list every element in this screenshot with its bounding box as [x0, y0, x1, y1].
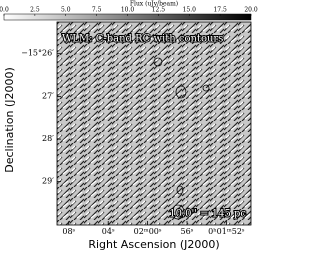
colorbar-tick-label: 0.0: [0, 7, 9, 14]
chart: Flux (uJy/beam) WLM: C-band RC with cont…: [0, 1, 258, 252]
x-tick-label: 08ˢ: [62, 227, 75, 236]
x-tick-label: 02ᵐ00ˢ: [134, 227, 162, 236]
y-axis-label: Declination (J2000): [3, 67, 16, 173]
y-tick-label: −15°26′: [21, 49, 54, 58]
image: [56, 21, 252, 226]
x-tick-label: 0ʰ01ᵐ52ˢ: [208, 227, 245, 236]
x-tick-label: 04ˢ: [102, 227, 115, 236]
colorbar-tick-label: 15.0: [183, 7, 197, 14]
y-tick-label: 28′: [42, 134, 54, 143]
colorbar-tick-label: 12.5: [152, 7, 166, 14]
x-tick-label: 56ˢ: [181, 227, 194, 236]
colorbar-tick-label: 7.5: [92, 7, 102, 14]
colorbar-tick-label: 10.0: [121, 7, 135, 14]
x-axis-label: Right Ascension (J2000): [88, 238, 219, 251]
y-tick-label: 29′: [42, 177, 54, 186]
image-title: WLM: C-band RC with contours: [62, 34, 223, 45]
colorbar-tick-label: 2.5: [30, 7, 40, 14]
y-tick-label: 27′: [42, 91, 54, 100]
colorbar-tick-label: 5.0: [61, 7, 71, 14]
contours: [153, 57, 210, 220]
colorbar-label: Flux (uJy/beam): [130, 1, 178, 8]
colorbar-tick-label: 17.5: [213, 7, 227, 14]
scale-annotation: 10.0'' = 145 pc: [169, 209, 246, 220]
colorbar-tick-label: 20.0: [244, 7, 258, 14]
